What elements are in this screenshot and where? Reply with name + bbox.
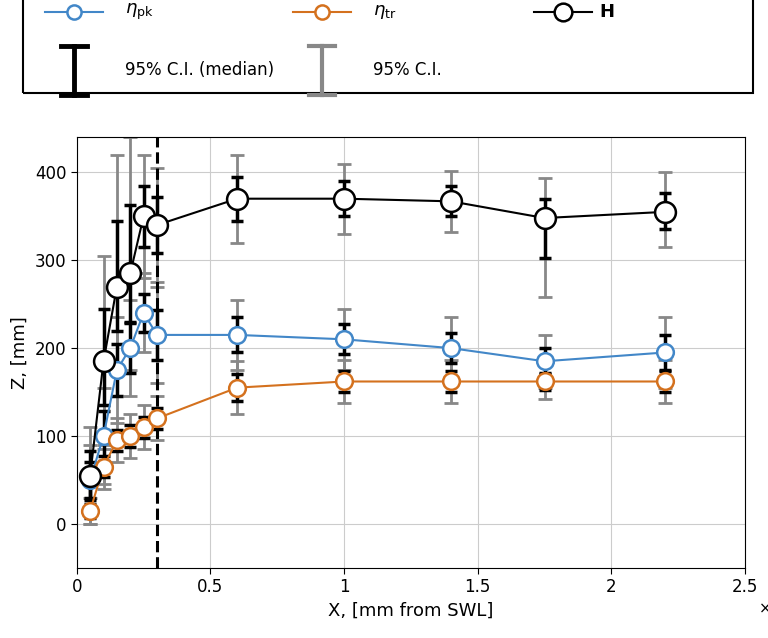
Text: $\times\mathregular{10}^{\mathregular{4}}$: $\times\mathregular{10}^{\mathregular{4}… [758,598,768,617]
Text: H: H [599,3,614,21]
Text: $\eta_\mathrm{pk}$: $\eta_\mathrm{pk}$ [125,2,154,22]
Text: $\eta_\mathrm{tr}$: $\eta_\mathrm{tr}$ [373,3,397,21]
X-axis label: X, [mm from SWL]: X, [mm from SWL] [328,602,494,619]
Y-axis label: Z, [mm]: Z, [mm] [12,316,29,389]
Text: 95% C.I.: 95% C.I. [373,61,442,79]
Text: 95% C.I. (median): 95% C.I. (median) [125,61,274,79]
